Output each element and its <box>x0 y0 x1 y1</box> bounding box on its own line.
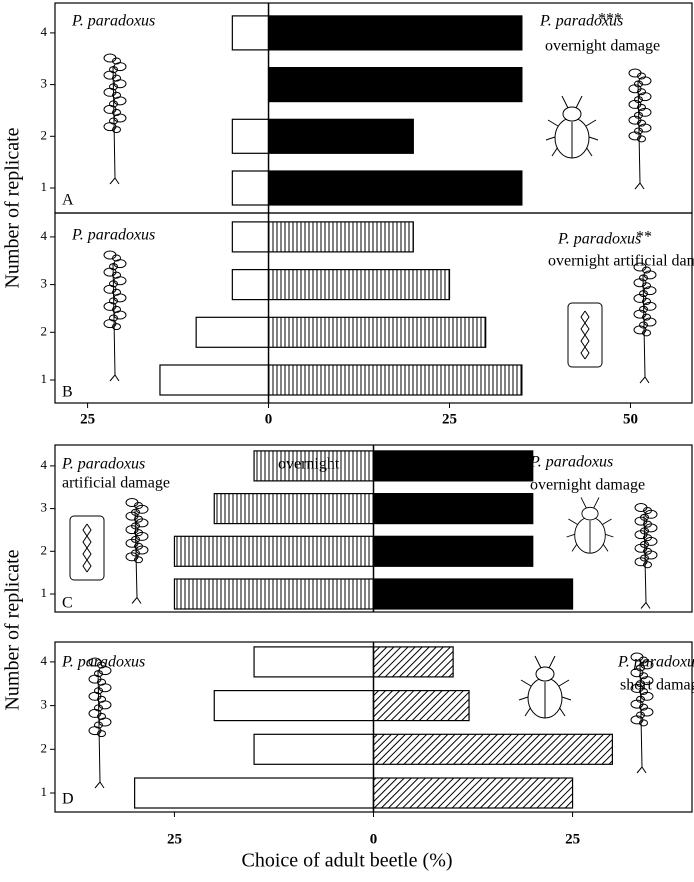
y-tick-label: 4 <box>41 228 48 243</box>
x-axis-title: Choice of adult beetle (%) <box>241 850 452 872</box>
bar <box>135 778 374 808</box>
bar <box>269 68 522 102</box>
y-tick-label: 1 <box>41 784 48 799</box>
series-label: P. paradoxus <box>617 654 694 671</box>
bar <box>374 536 533 566</box>
series-label: P. paradoxus <box>61 456 145 473</box>
bar <box>269 317 486 347</box>
bar <box>374 647 454 677</box>
panel-letter: C <box>62 595 73 612</box>
treatment-label: overnight damage <box>530 477 645 494</box>
x-tick-label: 25 <box>167 831 182 847</box>
beetle-head <box>582 507 598 520</box>
x-tick-label: 50 <box>623 411 638 427</box>
series-label: P. paradoxus <box>61 654 145 671</box>
y-axis-title: Number of replicate <box>2 549 24 710</box>
treatment-label: overnight artificial damage <box>548 253 694 270</box>
series-label: P. paradoxus <box>71 227 155 244</box>
bar <box>269 270 450 300</box>
bar <box>374 691 470 721</box>
y-tick-label: 3 <box>41 276 48 291</box>
bar <box>374 451 533 481</box>
y-axis-title: Number of replicate <box>2 127 24 288</box>
bar <box>269 222 414 252</box>
y-tick-label: 1 <box>41 371 48 386</box>
beetle-head <box>536 667 554 681</box>
bar <box>269 365 522 395</box>
bar <box>374 494 533 524</box>
bar <box>160 365 269 395</box>
series-label: P. paradoxus <box>529 454 613 471</box>
bar <box>269 171 522 205</box>
bar <box>232 16 268 50</box>
y-tick-label: 4 <box>41 457 48 472</box>
y-tick-label: 2 <box>41 542 48 557</box>
x-tick-label: 25 <box>80 411 95 427</box>
bar <box>196 317 268 347</box>
significance: *** <box>598 11 622 28</box>
y-tick-label: 1 <box>41 179 48 194</box>
y-tick-label: 4 <box>41 653 48 668</box>
y-tick-label: 2 <box>41 740 48 755</box>
bar <box>374 778 573 808</box>
treatment-label: overnight damage <box>545 38 660 55</box>
series-label: P. paradoxus <box>71 13 155 30</box>
y-tick-label: 1 <box>41 585 48 600</box>
y-tick-label: 2 <box>41 127 48 142</box>
y-tick-label: 3 <box>41 76 48 91</box>
y-tick-label: 3 <box>41 500 48 515</box>
bar <box>232 119 268 153</box>
razor-icon <box>70 516 104 580</box>
significance: ** <box>636 229 652 246</box>
bar <box>174 536 373 566</box>
bar <box>269 16 522 50</box>
treatment-label: artificial damage <box>62 475 170 492</box>
y-tick-label: 4 <box>41 24 48 39</box>
bar <box>232 171 268 205</box>
treatment-label: overnight <box>278 456 340 473</box>
panel-letter: A <box>62 192 74 209</box>
bar <box>214 494 373 524</box>
x-tick-label: 0 <box>370 831 378 847</box>
x-tick-label: 0 <box>265 411 273 427</box>
panel-letter: D <box>62 791 74 808</box>
bar <box>374 579 573 609</box>
x-tick-label: 25 <box>442 411 457 427</box>
panel-letter: B <box>62 384 73 401</box>
razor-icon <box>568 303 602 367</box>
y-tick-label: 3 <box>41 697 48 712</box>
treatment-label: short damage <box>620 677 694 694</box>
x-tick-label: 25 <box>565 831 580 847</box>
figure: 1 2 3 4 P. paradoxus P. paradoxus overnight da… <box>0 0 694 882</box>
bar <box>374 734 613 764</box>
bar <box>254 647 373 677</box>
y-tick-label: 2 <box>41 323 48 338</box>
bar <box>232 222 268 252</box>
bar <box>214 691 373 721</box>
bar <box>269 119 414 153</box>
bar <box>232 270 268 300</box>
series-label: P. paradoxus <box>557 231 641 248</box>
bar <box>174 579 373 609</box>
bar <box>254 734 373 764</box>
beetle-head <box>563 107 581 121</box>
